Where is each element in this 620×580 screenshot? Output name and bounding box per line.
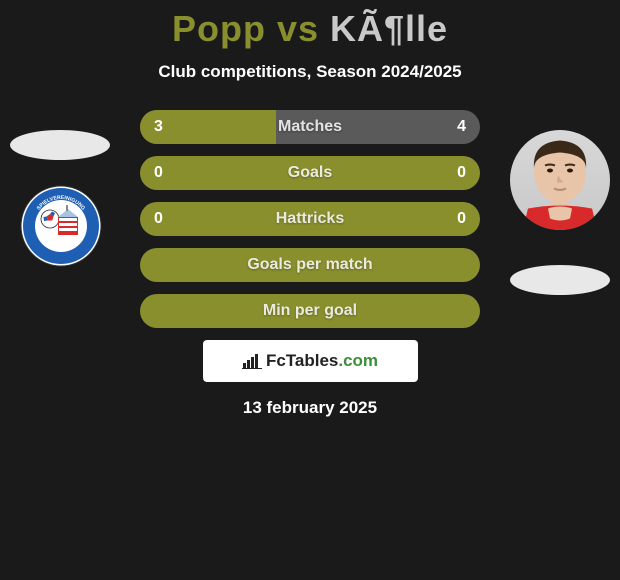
stat-value-right: 0 <box>457 210 466 228</box>
stat-row: 0 Hattricks 0 <box>140 202 480 236</box>
stat-value-left: 3 <box>154 118 163 136</box>
brand-com: .com <box>338 351 378 370</box>
brand-box[interactable]: FcTables.com <box>203 340 418 382</box>
stat-row: 3 Matches 4 <box>140 110 480 144</box>
player1-badge-oval <box>10 130 110 160</box>
stat-row: 0 Goals 0 <box>140 156 480 190</box>
stat-value-left: 0 <box>154 164 163 182</box>
bar-chart-icon <box>242 353 262 369</box>
player1-club-logo: SPIELVEREINIGUNG UNTERHACHING <box>20 185 102 267</box>
stat-label: Goals <box>288 164 332 182</box>
stat-label: Matches <box>278 118 342 136</box>
player2-avatar <box>510 130 610 230</box>
stat-rows: 3 Matches 4 0 Goals 0 0 Hattricks 0 Goals per mat… <box>140 110 480 328</box>
date-text: 13 february 2025 <box>0 398 620 418</box>
title-vs: vs <box>266 8 330 49</box>
stat-label: Goals per match <box>247 256 372 274</box>
stat-value-left: 0 <box>154 210 163 228</box>
stat-label: Min per goal <box>263 302 357 320</box>
stat-value-right: 4 <box>457 118 466 136</box>
stat-row: Goals per match <box>140 248 480 282</box>
stat-row: Min per goal <box>140 294 480 328</box>
brand-fc: FcTables <box>266 351 338 370</box>
player2-badge-oval <box>510 265 610 295</box>
page-title: Popp vs KÃ¶lle <box>0 8 620 50</box>
title-player2: KÃ¶lle <box>330 8 448 49</box>
comparison-card: Popp vs KÃ¶lle Club competitions, Season… <box>0 0 620 418</box>
title-player1: Popp <box>172 8 266 49</box>
stats-area: SPIELVEREINIGUNG UNTERHACHING <box>0 110 620 328</box>
stat-label: Hattricks <box>276 210 344 228</box>
brand-text: FcTables.com <box>266 351 378 371</box>
subtitle: Club competitions, Season 2024/2025 <box>0 62 620 82</box>
stat-value-right: 0 <box>457 164 466 182</box>
